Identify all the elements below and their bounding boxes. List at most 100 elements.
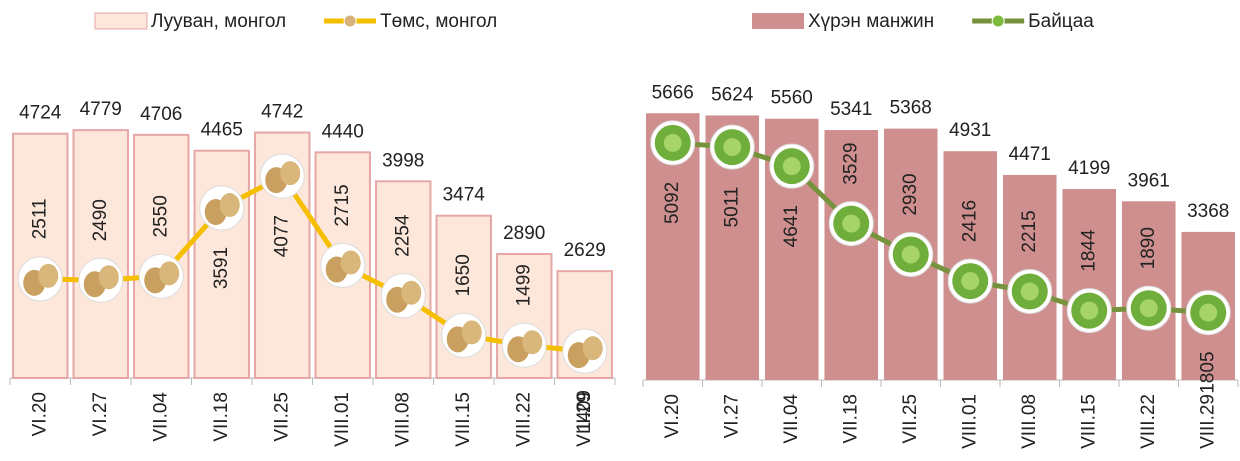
line-marker bbox=[502, 323, 546, 367]
bar-value-label: 4742 bbox=[261, 102, 303, 123]
x-tick-label: VIII.15 bbox=[1078, 394, 1099, 449]
bar bbox=[74, 130, 128, 378]
line-marker bbox=[260, 154, 304, 198]
line-value-label: 3529 bbox=[840, 142, 861, 184]
potato bbox=[522, 330, 542, 354]
charts: Лууван, монгол Төмс, монгол VI.20 VI.27 VII.… bbox=[0, 0, 1240, 461]
cabbage bbox=[664, 134, 682, 152]
line-marker bbox=[1127, 286, 1171, 330]
potato bbox=[220, 193, 240, 217]
x-tick-label: VII.25 bbox=[900, 394, 921, 444]
line-marker bbox=[442, 313, 486, 357]
line-value-label: 2490 bbox=[90, 199, 111, 241]
x-tick-label: VIII.22 bbox=[1138, 394, 1159, 449]
line-value-label: 1409 bbox=[574, 390, 595, 432]
cabbage bbox=[1021, 282, 1039, 300]
bar bbox=[13, 134, 67, 378]
cabbage bbox=[961, 272, 979, 290]
legend-swatch bbox=[95, 13, 147, 29]
x-tick-label: VIII.29 bbox=[1197, 394, 1218, 449]
cabbage bbox=[842, 215, 860, 233]
potato bbox=[280, 161, 300, 185]
bar-value-label: 5560 bbox=[771, 88, 813, 109]
legend-label: Лууван, монгол bbox=[151, 11, 286, 32]
bar-value-label: 4199 bbox=[1068, 158, 1110, 179]
x-tick-label: VII.04 bbox=[150, 392, 171, 442]
line-marker bbox=[563, 329, 607, 373]
line-value-label: 3591 bbox=[211, 247, 232, 289]
line-marker bbox=[1008, 269, 1052, 313]
line-marker bbox=[651, 121, 695, 165]
x-tick-label: VIII.08 bbox=[1019, 394, 1040, 449]
line-marker bbox=[18, 257, 62, 301]
cabbage bbox=[723, 138, 741, 156]
x-tick-label: VI.20 bbox=[662, 394, 683, 438]
potato bbox=[99, 265, 119, 289]
legend-label: Төмс, монгол bbox=[380, 11, 497, 32]
bar-value-label: 3474 bbox=[443, 185, 486, 206]
potato bbox=[38, 264, 58, 288]
cabbage bbox=[902, 246, 920, 264]
x-tick-label: VII.18 bbox=[211, 392, 232, 442]
x-tick-label: VIII.22 bbox=[513, 392, 534, 447]
line-value-label: 1499 bbox=[513, 264, 534, 306]
line-value-label: 5092 bbox=[662, 182, 683, 224]
x-tick-label: VII.25 bbox=[271, 392, 292, 442]
bar-value-label: 5341 bbox=[830, 99, 872, 120]
bar-value-label: 2890 bbox=[503, 223, 545, 244]
cabbage bbox=[1140, 299, 1158, 317]
potato bbox=[462, 320, 482, 344]
x-tick-label: VII.18 bbox=[840, 394, 861, 444]
legend-label: Хүрэн манжин bbox=[808, 11, 934, 32]
line-value-label: 1890 bbox=[1138, 227, 1159, 269]
potato bbox=[159, 261, 179, 285]
line-value-label: 1805 bbox=[1197, 351, 1218, 393]
cabbage bbox=[1199, 304, 1217, 322]
x-tick-label: VIII.08 bbox=[392, 392, 413, 447]
line-marker bbox=[948, 259, 992, 303]
bar-value-label: 5666 bbox=[652, 82, 694, 103]
bar-value-label: 4440 bbox=[322, 121, 364, 142]
bar-value-label: 4779 bbox=[80, 99, 122, 120]
line-value-label: 2254 bbox=[392, 214, 413, 257]
bar-value-label: 3961 bbox=[1128, 170, 1170, 191]
x-tick-label: VI.20 bbox=[29, 392, 50, 436]
line-value-label: 4641 bbox=[781, 205, 802, 247]
line-value-label: 2215 bbox=[1019, 210, 1040, 252]
line-marker bbox=[200, 186, 244, 230]
bar-value-label: 2629 bbox=[564, 240, 606, 261]
line-value-label: 2511 bbox=[29, 198, 50, 239]
line-value-label: 2416 bbox=[959, 200, 980, 242]
bar-value-label: 3368 bbox=[1187, 201, 1229, 222]
line-marker bbox=[1067, 289, 1111, 333]
bar-value-label: 3998 bbox=[382, 150, 424, 171]
line-value-label: 1650 bbox=[453, 254, 474, 296]
legend-marker bbox=[992, 15, 1004, 27]
bar-value-label: 5368 bbox=[890, 98, 932, 119]
line-marker bbox=[381, 274, 425, 318]
bar bbox=[1062, 189, 1116, 380]
potato bbox=[341, 250, 361, 274]
potato bbox=[401, 281, 421, 305]
bar-value-label: 4471 bbox=[1009, 144, 1051, 165]
bar-value-label: 4931 bbox=[949, 120, 991, 141]
cabbage bbox=[1080, 302, 1098, 320]
line-marker bbox=[79, 258, 123, 302]
line-value-label: 2930 bbox=[900, 173, 921, 215]
line-marker bbox=[829, 202, 873, 246]
line-marker bbox=[770, 144, 814, 188]
x-tick-label: VI.27 bbox=[90, 392, 111, 436]
line-marker bbox=[139, 254, 183, 298]
bar-value-label: 4724 bbox=[19, 103, 62, 124]
x-tick-label: VI.27 bbox=[721, 394, 742, 438]
potato bbox=[583, 336, 603, 360]
x-tick-label: VIII.01 bbox=[332, 392, 353, 447]
legend-label: Байцаа bbox=[1028, 11, 1094, 32]
line-marker bbox=[1186, 291, 1230, 335]
line-value-label: 2715 bbox=[332, 184, 353, 226]
line-value-label: 5011 bbox=[721, 187, 742, 228]
line-value-label: 4077 bbox=[271, 215, 292, 257]
legend-marker bbox=[344, 15, 356, 27]
cabbage bbox=[783, 157, 801, 175]
bar-value-label: 4465 bbox=[201, 120, 243, 141]
